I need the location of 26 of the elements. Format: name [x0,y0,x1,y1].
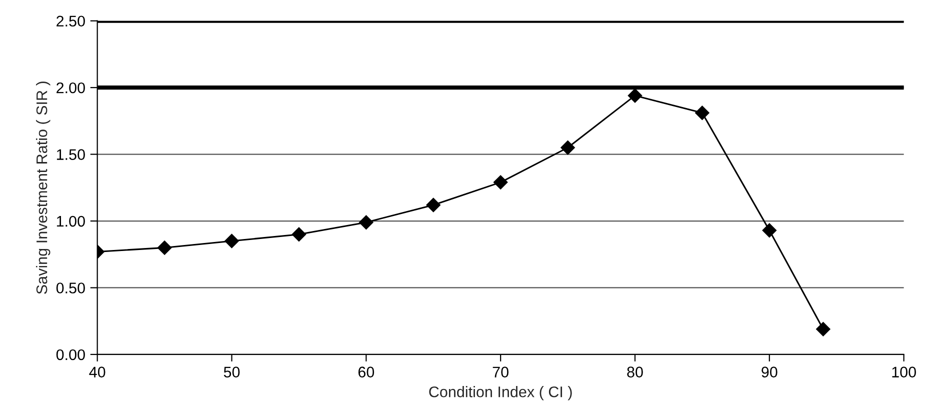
y-tick-label: 0.00 [56,349,85,360]
point [816,322,830,336]
y-tick-label: 2.50 [56,16,85,27]
x-tick-label: 100 [892,366,916,378]
y-axis-title: Saving Investment Ratio ( SIR ) [36,82,50,294]
x-tick-label: 60 [358,366,374,378]
point [695,106,710,120]
point [560,140,575,155]
point [359,215,374,230]
y-tick-label: 1.50 [56,149,85,160]
x-tick-label: 80 [627,366,643,378]
y-tick-label: 2.00 [56,82,85,94]
x-tick-label: 50 [224,366,240,378]
point [762,223,776,238]
point [292,227,306,242]
x-tick-label: 40 [89,366,106,378]
point [157,240,172,255]
y-tick-label: 1.00 [56,216,85,227]
x-tick-label: 70 [492,366,508,378]
x-axis-title: Condition Index ( CI ) [429,386,572,400]
point [426,198,440,212]
point [224,234,239,248]
point [494,175,508,190]
point [628,88,642,103]
y-tick-label: 0.50 [56,282,85,294]
x-tick-label: 90 [762,366,778,378]
